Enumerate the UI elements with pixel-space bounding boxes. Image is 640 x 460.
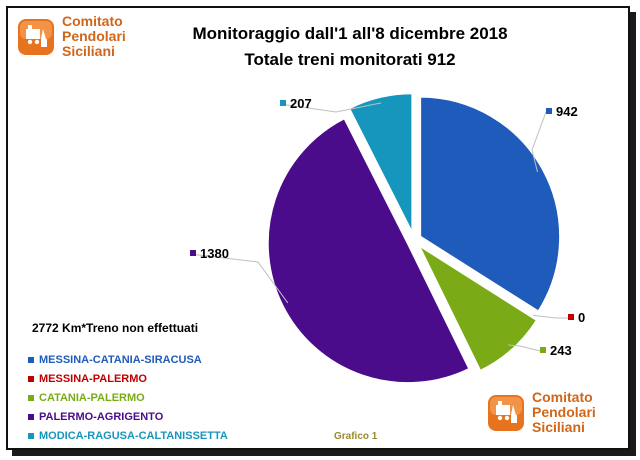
logo-line-2: Pendolari [62,28,126,44]
pie-slice-catania-palermo [416,242,539,373]
logo-badge-icon [488,394,524,431]
data-label-catania-palermo: 243 [550,343,572,358]
legend-label: PALERMO-AGRIGENTO [39,410,164,423]
logo-line-3: Siciliani [532,419,585,435]
legend: MESSINA-CATANIA-SIRACUSA MESSINA-PALERMO C… [28,350,228,445]
data-label-palermo-agrigento: 1380 [200,246,229,261]
km-note: 2772 Km*Treno non effettuati [32,321,199,335]
leader-line-palermo-agrigento [189,253,289,304]
data-label-marker-messina-palermo [568,314,574,320]
leader-line-messina-catania-siracusa [531,111,547,173]
chart-subtitle: Totale treni monitorati 912 [244,50,456,69]
logo-line-3: Siciliani [62,43,115,59]
legend-swatch [28,413,34,420]
data-label-messina-catania-siracusa: 942 [556,104,578,119]
legend-swatch [28,394,34,401]
pie-slice-palermo-agrigento [266,116,471,385]
leader-line-catania-palermo [508,344,541,352]
legend-item-messina-palermo: MESSINA-PALERMO [28,369,228,388]
legend-swatch [28,375,34,382]
legend-swatch [28,356,34,363]
logo-bottom: Comitato Pendolari Siciliani [486,390,596,435]
legend-item-messina-catania-siracusa: MESSINA-CATANIA-SIRACUSA [28,350,228,369]
logo-line-2: Pendolari [532,404,596,420]
legend-label: MESSINA-CATANIA-SIRACUSA [39,353,202,366]
chart-title: Monitoraggio dall'1 all'8 dicembre 2018 [192,24,508,43]
legend-item-palermo-agrigento: PALERMO-AGRIGENTO [28,407,228,426]
legend-label: MESSINA-PALERMO [39,372,147,385]
leader-line-modica-ragusa-caltanissetta [279,102,382,113]
data-label-marker-palermo-agrigento [190,250,196,256]
legend-swatch [28,432,34,439]
legend-label: CATANIA-PALERMO [39,391,145,404]
legend-item-catania-palermo: CATANIA-PALERMO [28,388,228,407]
chart-footer: Grafico 1 [334,431,378,442]
logo-badge-icon [18,18,54,55]
data-label-modica-ragusa-caltanissetta: 207 [290,96,312,111]
data-label-messina-palermo: 0 [578,310,585,325]
data-label-marker-catania-palermo [540,347,546,353]
logo-top: Comitato Pendolari Siciliani [16,14,126,59]
leader-line-messina-palermo [533,314,568,319]
logo-line-1: Comitato [532,389,593,405]
legend-label: MODICA-RAGUSA-CALTANISSETTA [39,429,228,442]
data-label-marker-modica-ragusa-caltanissetta [280,100,286,106]
legend-item-modica-ragusa-caltanissetta: MODICA-RAGUSA-CALTANISSETTA [28,426,228,445]
pie-slice-modica-ragusa-caltanissetta [347,92,414,234]
data-label-marker-messina-catania-siracusa [546,108,552,114]
pie-slice-messina-catania-siracusa [419,95,562,313]
logo-line-1: Comitato [62,13,123,29]
